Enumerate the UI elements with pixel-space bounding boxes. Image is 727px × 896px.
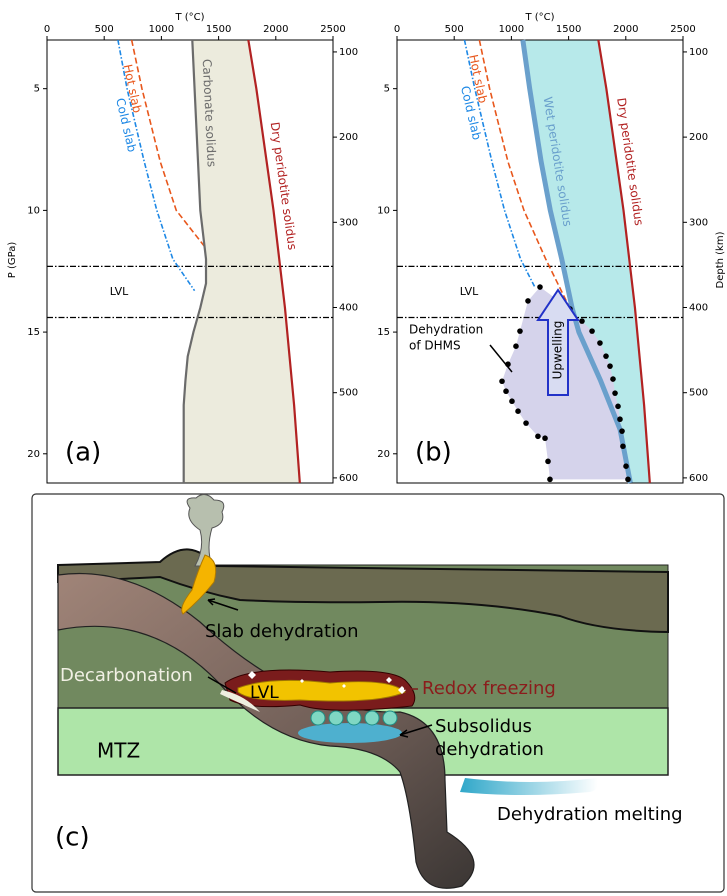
x-tick-label: 2000 <box>263 24 288 35</box>
region-dot <box>617 416 623 422</box>
x-tick-label: 1000 <box>149 24 174 35</box>
region-dot <box>517 328 523 334</box>
y2-tick-label: 500 <box>339 388 358 399</box>
y2-axis-label: Depth (km) <box>715 231 726 288</box>
arrow-label: Upwelling <box>551 321 565 380</box>
page: 05001000150020002500T (°C)51015201002003… <box>0 0 727 896</box>
region-dot <box>597 340 603 346</box>
region-dot <box>545 459 551 465</box>
hydrous-pond <box>298 723 402 743</box>
x-tick-label: 500 <box>95 24 114 35</box>
region-dot <box>513 343 519 349</box>
region-label: of DHMS <box>409 339 461 353</box>
y2-tick-label: 300 <box>689 217 708 228</box>
y2-tick-label: 300 <box>339 217 358 228</box>
label-dehydration-melting: Dehydration melting <box>497 804 683 825</box>
y-tick-label: 5 <box>34 84 40 95</box>
region-dot <box>620 443 626 449</box>
panel-label: (b) <box>415 438 452 468</box>
label-redox-freezing: Redox freezing <box>422 678 556 699</box>
region-dot <box>589 328 595 334</box>
y-axis-label: P (GPa) <box>7 242 18 279</box>
y-tick-label: 20 <box>27 449 40 460</box>
y2-tick-label: 100 <box>339 47 358 58</box>
region-dot <box>619 428 625 434</box>
region-dot <box>515 408 521 414</box>
lvl-label: LVL <box>460 285 479 298</box>
band-fill <box>184 40 300 483</box>
x-axis-label: T (°C) <box>174 12 204 23</box>
region-dot <box>523 420 529 426</box>
region-dot <box>610 376 616 382</box>
y2-tick-label: 400 <box>339 303 358 314</box>
region-dot <box>579 318 585 324</box>
label-subsolidus: Subsolidus <box>435 716 532 737</box>
y-tick-label: 5 <box>384 84 390 95</box>
y-tick-label: 20 <box>377 449 390 460</box>
panel-label: (c) <box>55 823 90 853</box>
y-tick-label: 10 <box>27 205 40 216</box>
region-dot <box>547 477 553 483</box>
x-axis-label: T (°C) <box>524 12 554 23</box>
region-dot <box>503 388 509 394</box>
region-dot <box>535 433 541 439</box>
x-tick-label: 500 <box>445 24 464 35</box>
y2-tick-label: 600 <box>339 473 358 484</box>
x-tick-label: 2500 <box>670 24 695 35</box>
region-dot <box>537 284 543 290</box>
label-mtz: MTZ <box>97 739 140 763</box>
region-dot <box>542 435 548 441</box>
x-tick-label: 1500 <box>556 24 581 35</box>
y2-tick-label: 500 <box>689 388 708 399</box>
x-tick-label: 1500 <box>206 24 231 35</box>
y2-tick-label: 200 <box>689 132 708 143</box>
label-lvl: LVL <box>250 683 279 703</box>
x-tick-label: 0 <box>44 24 50 35</box>
label-decarbonation: Decarbonation <box>60 665 193 686</box>
lvl-label: LVL <box>110 285 129 298</box>
y-tick-label: 10 <box>377 205 390 216</box>
x-tick-label: 1000 <box>499 24 524 35</box>
y2-tick-label: 200 <box>339 132 358 143</box>
label-slab-dehydration: Slab dehydration <box>205 621 359 642</box>
region-dot <box>607 363 613 369</box>
y2-tick-label: 100 <box>689 47 708 58</box>
region-dot <box>499 378 505 384</box>
region-dot <box>509 398 515 404</box>
y-tick-label: 15 <box>27 327 40 338</box>
region-dot <box>623 463 629 469</box>
x-tick-label: 2000 <box>613 24 638 35</box>
x-tick-label: 2500 <box>320 24 345 35</box>
x-tick-label: 0 <box>394 24 400 35</box>
y-tick-label: 15 <box>377 327 390 338</box>
y2-tick-label: 400 <box>689 303 708 314</box>
region-dot <box>615 404 621 410</box>
region-dot <box>603 353 609 359</box>
region-dot <box>612 390 618 396</box>
region-dot <box>525 298 531 304</box>
region-dot <box>625 477 631 483</box>
region-label: Dehydration <box>409 323 483 337</box>
figure: 05001000150020002500T (°C)51015201002003… <box>0 0 727 896</box>
y2-tick-label: 600 <box>689 473 708 484</box>
panel-label: (a) <box>65 438 101 468</box>
label-subsolidus-2: dehydration <box>435 739 544 760</box>
